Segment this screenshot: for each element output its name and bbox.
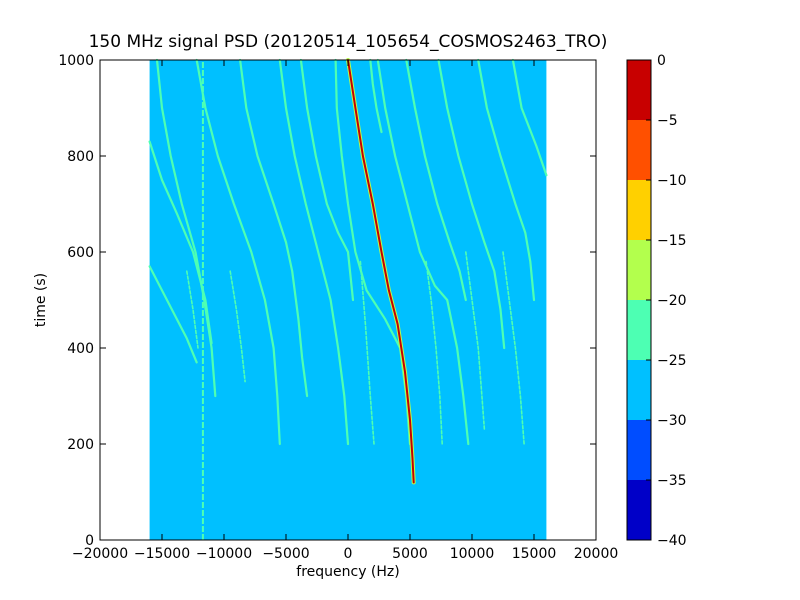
y-tick-label: 0 — [85, 533, 94, 549]
plot-area: −20000 −15000 −10000 −5000 0 5000 10000 15000 20… — [58, 53, 618, 562]
signal-trace — [425, 260, 443, 445]
y-tick-label: 1000 — [58, 53, 94, 69]
signal-trace — [477, 58, 536, 302]
colorbar-segment — [627, 240, 651, 300]
signal-trace — [186, 270, 199, 349]
colorbar-segment — [627, 180, 651, 240]
signal-trace — [299, 58, 355, 302]
signal-trace — [405, 58, 467, 302]
signal-trace — [229, 270, 246, 383]
signal-trace — [502, 251, 525, 445]
signal-trace — [376, 58, 470, 446]
colorbar-segment — [627, 120, 651, 180]
colorbar-tick-label: −20 — [657, 293, 687, 309]
colorbar-segment — [627, 300, 651, 360]
colorbar: 0 −5 −10 −15 −20 −25 −30 −35 −40 — [626, 53, 687, 549]
y-axis-label: time (s) — [33, 273, 49, 327]
signal-trace — [148, 140, 213, 345]
x-tick-label: 20000 — [574, 546, 619, 562]
colorbar-segment — [627, 480, 651, 540]
colorbar-tick-label: −5 — [657, 113, 678, 129]
colorbar-tick-label: −25 — [657, 353, 687, 369]
chart-title: 150 MHz signal PSD (20120514_105654_COSM… — [89, 32, 608, 52]
y-tick-label: 600 — [67, 245, 94, 261]
x-tick-label: −5000 — [262, 546, 309, 562]
x-axis-ticks: −20000 −15000 −10000 −5000 0 5000 10000 15000 20… — [72, 60, 618, 562]
signal-trace — [239, 58, 309, 398]
colorbar-tick-label: 0 — [657, 53, 666, 69]
x-tick-label: 0 — [344, 546, 353, 562]
colorbar-segment — [627, 360, 651, 420]
x-tick-label: 15000 — [512, 546, 557, 562]
y-tick-label: 400 — [67, 341, 94, 357]
x-tick-label: −20000 — [72, 546, 128, 562]
signal-trace — [278, 58, 350, 446]
y-tick-label: 200 — [67, 437, 94, 453]
heatmap-layer — [148, 58, 548, 540]
colorbar-segment — [627, 420, 651, 480]
signal-trace — [359, 260, 375, 445]
colorbar-tick-label: −30 — [657, 413, 687, 429]
signal-trace — [148, 265, 198, 364]
colorbar-tick-label: −15 — [657, 233, 687, 249]
colorbar-tick-label: −35 — [657, 473, 687, 489]
x-tick-label: −15000 — [134, 546, 190, 562]
heatmap-background — [149, 60, 547, 540]
x-tick-label: −10000 — [196, 546, 252, 562]
signal-trace — [195, 58, 281, 446]
colorbar-segment — [627, 60, 651, 120]
y-tick-label: 800 — [67, 149, 94, 165]
signal-trace — [369, 58, 383, 134]
colorbar-tick-label: −10 — [657, 173, 687, 189]
signal-trace — [437, 58, 506, 350]
x-axis-label: frequency (Hz) — [296, 564, 399, 580]
signal-trace — [465, 251, 486, 431]
y-axis-ticks: 0 200 400 600 800 1000 — [58, 53, 596, 549]
signal-trace — [511, 58, 548, 177]
x-tick-label: 10000 — [450, 546, 495, 562]
colorbar-tick-label: −40 — [657, 533, 687, 549]
signal-trace — [347, 59, 415, 484]
x-tick-label: 5000 — [392, 546, 428, 562]
